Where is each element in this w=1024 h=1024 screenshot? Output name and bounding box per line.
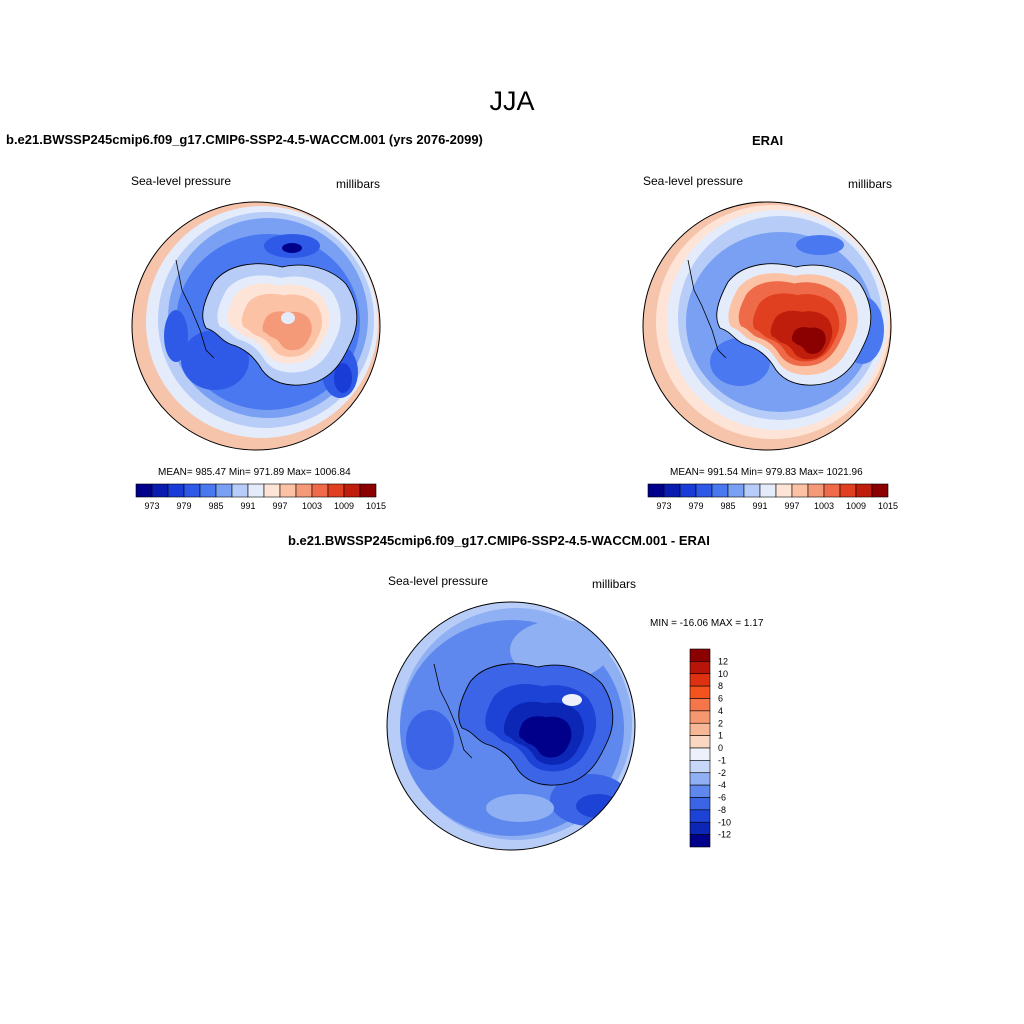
colorbar-tick-label: 1015 bbox=[878, 501, 898, 511]
colorbar-tick-label: -1 bbox=[718, 755, 726, 765]
panel2-stats: MEAN= 991.54 Min= 979.83 Max= 1021.96 bbox=[670, 467, 863, 478]
colorbar-swatch bbox=[823, 483, 841, 498]
colorbar-tick-label: -12 bbox=[718, 830, 731, 840]
colorbar-swatch bbox=[689, 834, 711, 848]
colorbar-tick-label: 10 bbox=[718, 669, 728, 679]
colorbar-swatch bbox=[647, 483, 665, 498]
colorbar-swatch bbox=[759, 483, 777, 498]
colorbar-tick-label: 991 bbox=[240, 501, 255, 511]
panel2-polar-map bbox=[643, 202, 891, 450]
colorbar-tick-label: 0 bbox=[718, 743, 723, 753]
colorbar-swatch bbox=[231, 483, 249, 498]
colorbar-swatch bbox=[775, 483, 793, 498]
panel1-stats: MEAN= 985.47 Min= 971.89 Max= 1006.84 bbox=[158, 467, 351, 478]
panel2-units-label: millibars bbox=[848, 177, 893, 191]
panel3-variable-label: Sea-level pressure bbox=[388, 574, 489, 588]
colorbar-tick-label: 997 bbox=[784, 501, 799, 511]
colorbar-tick-label: 2 bbox=[718, 718, 723, 728]
colorbar-swatch bbox=[215, 483, 233, 498]
colorbar-tick-label: 8 bbox=[718, 681, 723, 691]
colorbar-swatch bbox=[839, 483, 857, 498]
colorbar-swatch bbox=[135, 483, 153, 498]
colorbar-swatch bbox=[689, 760, 711, 774]
colorbar-swatch bbox=[247, 483, 265, 498]
colorbar-swatch bbox=[689, 710, 711, 724]
colorbar-swatch bbox=[663, 483, 681, 498]
panel1-polar-map bbox=[132, 202, 380, 450]
colorbar-swatch bbox=[183, 483, 201, 498]
colorbar-tick-label: 991 bbox=[752, 501, 767, 511]
colorbar-swatch bbox=[689, 747, 711, 761]
panel3-stats: MIN = -16.06 MAX = 1.17 bbox=[650, 618, 764, 629]
colorbar-swatch bbox=[689, 821, 711, 835]
colorbar-tick-label: 1 bbox=[718, 731, 723, 741]
colorbar-tick-label: 973 bbox=[144, 501, 159, 511]
colorbar-tick-label: 985 bbox=[208, 501, 223, 511]
colorbar-swatch bbox=[807, 483, 825, 498]
colorbar-swatch bbox=[689, 648, 711, 662]
colorbar-tick-label: 4 bbox=[718, 706, 723, 716]
colorbar-swatch bbox=[679, 483, 697, 498]
panel1-units-label: millibars bbox=[336, 177, 381, 191]
colorbar-swatch bbox=[689, 809, 711, 823]
colorbar-swatch bbox=[167, 483, 185, 498]
panel2-colorbar: 973 979 985 991 997 1003 1009 1015 bbox=[647, 483, 898, 511]
colorbar-swatch bbox=[295, 483, 313, 498]
colorbar-tick-label: 1009 bbox=[846, 501, 866, 511]
colorbar-tick-label: -2 bbox=[718, 768, 726, 778]
colorbar-tick-label: 997 bbox=[272, 501, 287, 511]
panel1-title: b.e21.BWSSP245cmip6.f09_g17.CMIP6-SSP2-4… bbox=[6, 132, 483, 147]
colorbar-swatch bbox=[311, 483, 329, 498]
panel1-colorbar: 973 979 985 991 997 1003 1009 1015 bbox=[135, 483, 386, 511]
colorbar-swatch bbox=[855, 483, 873, 498]
colorbar-swatch bbox=[151, 483, 169, 498]
panel2-variable-label: Sea-level pressure bbox=[643, 174, 744, 188]
colorbar-tick-label: -10 bbox=[718, 817, 731, 827]
colorbar-tick-label: -8 bbox=[718, 805, 726, 815]
colorbar-swatch bbox=[689, 772, 711, 786]
colorbar-tick-label: 1009 bbox=[334, 501, 354, 511]
colorbar-swatch bbox=[711, 483, 729, 498]
colorbar-swatch bbox=[199, 483, 217, 498]
panel2-title: ERAI bbox=[752, 133, 784, 148]
colorbar-swatch bbox=[871, 483, 889, 498]
colorbar-swatch bbox=[689, 735, 711, 749]
panel3-units-label: millibars bbox=[592, 577, 637, 591]
colorbar-swatch bbox=[689, 673, 711, 687]
colorbar-tick-label: 973 bbox=[656, 501, 671, 511]
colorbar-swatch bbox=[791, 483, 809, 498]
colorbar-swatch bbox=[689, 698, 711, 712]
colorbar-swatch bbox=[279, 483, 297, 498]
colorbar-tick-label: 12 bbox=[718, 656, 728, 666]
colorbar-swatch bbox=[689, 722, 711, 736]
colorbar-tick-label: 979 bbox=[688, 501, 703, 511]
colorbar-swatch bbox=[689, 784, 711, 798]
colorbar-tick-label: 1015 bbox=[366, 501, 386, 511]
colorbar-tick-label: -6 bbox=[718, 793, 726, 803]
colorbar-swatch bbox=[727, 483, 745, 498]
colorbar-swatch bbox=[743, 483, 761, 498]
colorbar-tick-label: 1003 bbox=[814, 501, 834, 511]
panel1-variable-label: Sea-level pressure bbox=[131, 174, 232, 188]
colorbar-swatch bbox=[689, 661, 711, 675]
colorbar-swatch bbox=[689, 797, 711, 811]
panel3-title: b.e21.BWSSP245cmip6.f09_g17.CMIP6-SSP2-4… bbox=[288, 533, 710, 548]
colorbar-tick-label: 985 bbox=[720, 501, 735, 511]
colorbar-swatch bbox=[695, 483, 713, 498]
colorbar-tick-label: 6 bbox=[718, 694, 723, 704]
colorbar-tick-label: -4 bbox=[718, 780, 726, 790]
colorbar-tick-label: 1003 bbox=[302, 501, 322, 511]
colorbar-swatch bbox=[689, 685, 711, 699]
colorbar-swatch bbox=[327, 483, 345, 498]
colorbar-swatch bbox=[343, 483, 361, 498]
colorbar-tick-label: 979 bbox=[176, 501, 191, 511]
panel3-polar-map bbox=[387, 602, 635, 850]
colorbar-swatch bbox=[263, 483, 281, 498]
figure-title: JJA bbox=[489, 86, 535, 116]
colorbar-swatch bbox=[359, 483, 377, 498]
